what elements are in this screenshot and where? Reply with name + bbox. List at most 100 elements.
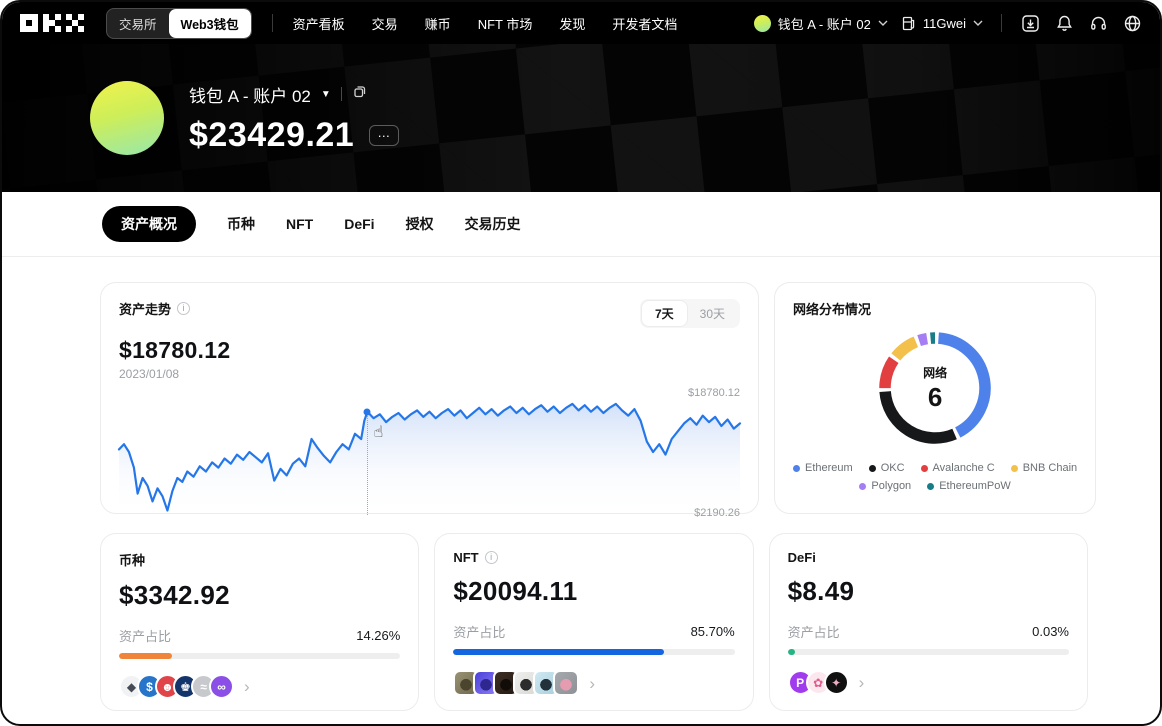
ratio-label: 资产占比	[453, 625, 506, 640]
nav-item-2[interactable]: 赚币	[424, 16, 451, 32]
asset-icons-row: ›	[453, 670, 734, 696]
trend-card-title: 资产走势	[119, 302, 172, 317]
summary-card-title: DeFi	[787, 550, 816, 565]
summary-card-value: $20094.11	[453, 576, 578, 606]
chart-min-label: $2190.26	[694, 507, 740, 519]
network-distribution-card: 网络分布情况 网络 6 Ethereum OKC Avalanche C BNB Ch…	[774, 282, 1097, 514]
summary-card-defi: DeFi $8.49 资产占比 0.03% P ✿ ✦ ›	[768, 533, 1088, 711]
donut-slice-avalanche-c	[879, 356, 899, 389]
donut-slice-polygon	[917, 332, 929, 347]
support-button[interactable]	[1088, 13, 1108, 33]
gas-price-label: 11Gwei	[922, 15, 966, 31]
chart-crosshair-line	[367, 411, 369, 515]
gas-price-selector[interactable]: 11Gwei	[902, 16, 983, 31]
asset-icons-row: P ✿ ✦ ›	[787, 670, 1069, 695]
wallet-avatar	[753, 14, 771, 32]
range-toggle: 7天 30天	[639, 299, 740, 328]
nav-item-1[interactable]: 交易	[371, 16, 398, 32]
nav-item-3[interactable]: NFT 市场	[477, 16, 533, 32]
okx-logo[interactable]	[20, 14, 84, 32]
summary-card-title: NFT	[453, 550, 479, 565]
defi-protocol-icon: ✦	[823, 670, 849, 695]
tab-2[interactable]: NFT	[286, 216, 314, 232]
wallet-account-selector[interactable]: 钱包 A - 账户 02	[753, 14, 888, 33]
wallet-avatar-large	[90, 81, 164, 155]
asset-tabs: 资产概况 币种 NFT DeFi 授权 交易历史	[2, 192, 1160, 257]
donut-slice-bnb-chain	[891, 336, 919, 361]
expand-chevron-icon[interactable]: ›	[589, 673, 595, 693]
legend-item-avalanche-c: Avalanche C	[920, 462, 995, 474]
bell-icon	[1056, 15, 1072, 31]
copy-address-button[interactable]	[352, 84, 367, 104]
tab-1[interactable]: 币种	[227, 216, 255, 232]
summary-card-value: $8.49	[787, 576, 855, 606]
expand-chevron-icon[interactable]: ›	[244, 677, 250, 696]
okx-logo-k	[43, 14, 61, 32]
network-donut-chart: 网络 6	[793, 324, 1077, 452]
summary-card-title: 币种	[119, 553, 146, 568]
top-navbar: 交易所 Web3钱包 资产看板 交易 赚币 NFT 市场 发现 开发者文档 钱包 A - …	[2, 2, 1160, 44]
summary-card-币种: 币种 $3342.92 资产占比 14.26% ◆ $ ☻ ♚ ≈ ∞ ›	[100, 533, 420, 711]
okx-logo-x	[66, 14, 84, 32]
ratio-label: 资产占比	[119, 629, 172, 644]
ratio-progress-bar	[453, 649, 735, 655]
ratio-progress-bar	[119, 653, 401, 659]
language-button[interactable]	[1122, 13, 1142, 33]
notifications-button[interactable]	[1054, 13, 1074, 33]
chevron-down-icon	[973, 20, 983, 26]
nav-right-cluster: 钱包 A - 账户 02 11Gwei	[753, 13, 1142, 33]
legend-item-ethereum: Ethereum	[793, 462, 853, 474]
nav-item-0[interactable]: 资产看板	[292, 16, 345, 32]
trend-current-value: $18780.12	[119, 337, 231, 363]
more-actions-button[interactable]: …	[369, 124, 400, 146]
asset-icons-row: ◆ $ ☻ ♚ ≈ ∞ ›	[119, 674, 400, 699]
ratio-value: 85.70%	[690, 624, 735, 639]
download-icon	[1021, 14, 1039, 32]
primary-nav: 资产看板 交易 赚币 NFT 市场 发现 开发者文档	[293, 14, 678, 33]
expand-chevron-icon[interactable]: ›	[858, 673, 865, 692]
mode-exchange[interactable]: 交易所	[119, 17, 157, 32]
donut-slice-okc	[879, 390, 957, 444]
legend-item-bnb-chain: BNB Chain	[1010, 462, 1077, 474]
main-content: 资产走势 i 7天 30天 $18780.12 2023/01/08 $18780…	[2, 257, 1160, 711]
nav-item-4[interactable]: 发现	[559, 16, 586, 32]
mouse-cursor: ☝	[373, 424, 384, 442]
network-card-title: 网络分布情况	[793, 302, 872, 317]
nav-item-5[interactable]: 开发者文档	[612, 16, 678, 32]
product-mode-toggle: 交易所 Web3钱包	[106, 7, 252, 39]
trend-chart[interactable]: $18780.12 $2190.26 ☝	[119, 387, 740, 519]
headset-icon	[1090, 16, 1106, 30]
wallet-selector-label: 钱包 A - 账户 02	[777, 16, 871, 32]
chart-max-label: $18780.12	[688, 387, 740, 399]
okx-logo-o	[20, 14, 38, 32]
range-option-30天[interactable]: 30天	[699, 307, 725, 321]
legend-item-polygon: Polygon	[859, 480, 911, 492]
ratio-value: 0.03%	[1032, 624, 1069, 639]
chevron-down-icon	[878, 20, 888, 26]
summary-card-nft: NFT i $20094.11 资产占比 85.70% ›	[434, 533, 754, 711]
tab-3[interactable]: DeFi	[344, 216, 375, 232]
donut-slice-ethereum	[937, 332, 991, 438]
wallet-name: 钱包 A - 账户 02	[189, 86, 311, 106]
hero-divider	[340, 87, 342, 101]
wallet-dropdown-caret[interactable]: ▼	[320, 88, 331, 100]
legend-item-ethereumpow: EthereumPoW	[927, 480, 1011, 492]
legend-item-okc: OKC	[868, 462, 905, 474]
trend-hover-date: 2023/01/08	[119, 367, 180, 381]
mode-web3-wallet[interactable]: Web3钱包	[168, 8, 251, 38]
tab-0[interactable]: 资产概况	[102, 206, 196, 242]
network-legend: Ethereum OKC Avalanche C BNB Chain Polygon E…	[793, 462, 1077, 492]
ratio-label: 资产占比	[787, 625, 840, 640]
polygon-token-icon: ∞	[209, 674, 234, 699]
range-option-7天[interactable]: 7天	[641, 301, 687, 326]
summary-card-value: $3342.92	[119, 580, 230, 610]
nav-divider	[1001, 14, 1002, 32]
download-app-button[interactable]	[1020, 13, 1040, 33]
info-icon[interactable]: i	[484, 551, 498, 564]
tab-4[interactable]: 授权	[405, 216, 434, 232]
nav-divider	[271, 14, 273, 32]
wallet-hero: 钱包 A - 账户 02 ▼ $23429.21 …	[2, 44, 1160, 192]
info-icon[interactable]: i	[177, 302, 191, 315]
tab-5[interactable]: 交易历史	[464, 216, 521, 232]
